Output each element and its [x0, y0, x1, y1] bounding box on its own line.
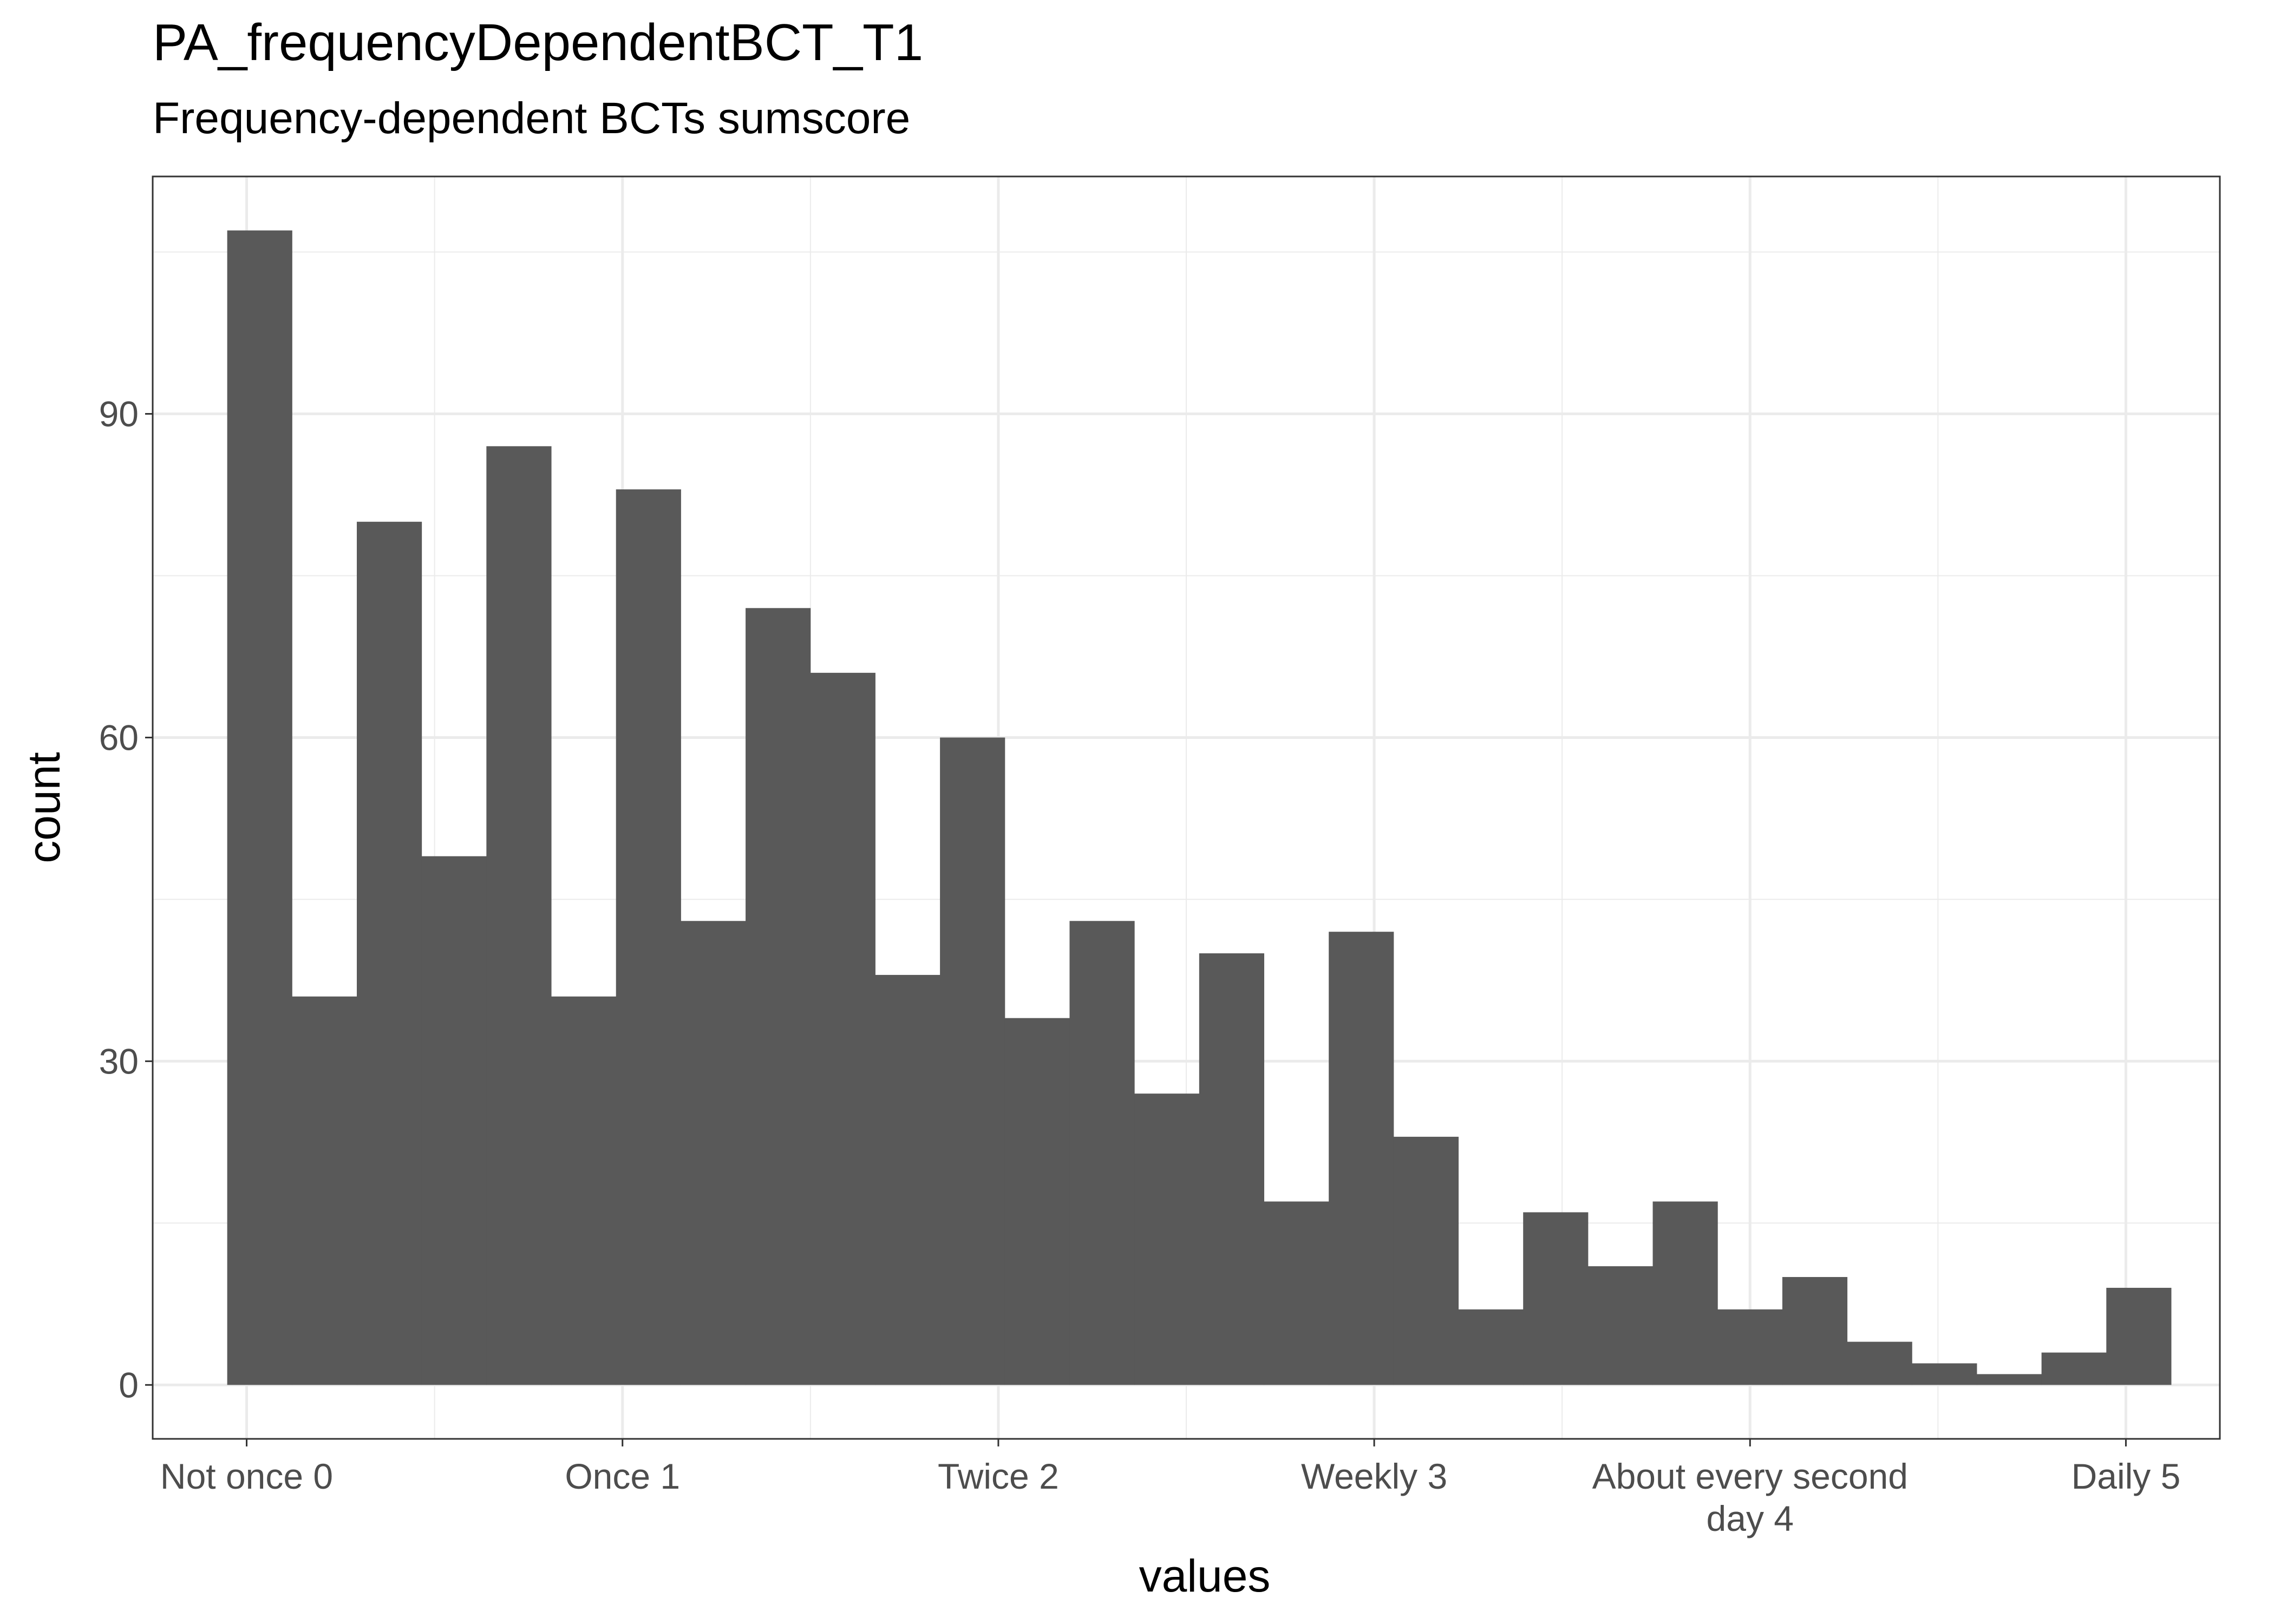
histogram-bar	[1912, 1363, 1977, 1385]
histogram-bar	[940, 737, 1005, 1385]
x-tick-label: Twice 2	[938, 1456, 1059, 1496]
y-axis-title: count	[18, 752, 69, 863]
histogram-bar	[1782, 1277, 1848, 1385]
histogram-bar	[1717, 1309, 1783, 1385]
histogram-bar	[227, 230, 292, 1385]
y-tick-label: 90	[99, 394, 139, 434]
x-tick-label: Not once 0	[160, 1456, 333, 1496]
y-tick-label: 0	[119, 1365, 139, 1405]
histogram-bar	[810, 672, 875, 1385]
histogram-bar	[2041, 1352, 2107, 1385]
histogram-bar	[616, 489, 681, 1385]
histogram-bar	[1523, 1212, 1589, 1385]
chart-title: PA_frequencyDependentBCT_T1	[153, 14, 924, 71]
histogram-bar	[1458, 1309, 1524, 1385]
histogram-bar	[551, 996, 617, 1385]
histogram-bar	[1329, 932, 1394, 1385]
y-tick-label: 60	[99, 717, 139, 757]
x-axis-title: values	[1139, 1550, 1271, 1601]
x-tick-label: Once 1	[565, 1456, 680, 1496]
histogram-bar	[421, 856, 487, 1385]
histogram-bar	[292, 996, 357, 1385]
x-tick-label: Weekly 3	[1301, 1456, 1447, 1496]
histogram-bar	[1652, 1201, 1718, 1385]
chart-subtitle: Frequency-dependent BCTs sumscore	[153, 94, 911, 143]
histogram-bar	[746, 608, 811, 1385]
y-tick-label: 30	[99, 1041, 139, 1081]
histogram-bar	[1264, 1201, 1329, 1385]
histogram-bar	[1587, 1266, 1654, 1385]
x-tick-label: Daily 5	[2072, 1456, 2181, 1496]
histogram-bar	[1134, 1093, 1200, 1385]
histogram-bar	[357, 521, 422, 1385]
histogram-bar	[2106, 1287, 2172, 1385]
histogram-bar	[1847, 1341, 1912, 1385]
histogram-bar	[486, 446, 552, 1385]
plot-border	[152, 175, 2221, 1440]
histogram-bar	[1069, 921, 1135, 1385]
histogram-bar	[1004, 1018, 1070, 1385]
histogram-bar	[1393, 1136, 1459, 1385]
histogram-bar	[681, 921, 746, 1385]
x-tick-label: About every second day 4	[1592, 1456, 1908, 1538]
histogram-bar	[875, 974, 940, 1385]
histogram-bar	[1199, 953, 1264, 1385]
histogram-bar	[1976, 1374, 2042, 1385]
